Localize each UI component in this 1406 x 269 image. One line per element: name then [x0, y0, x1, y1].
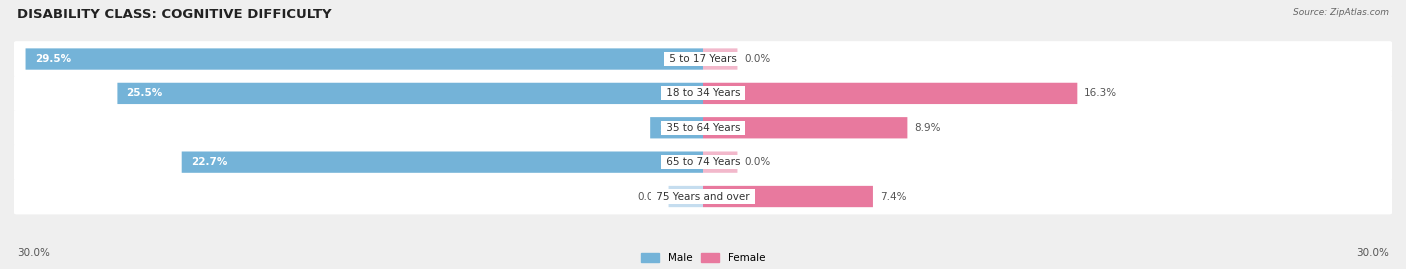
Text: 0.0%: 0.0% — [638, 192, 664, 201]
FancyBboxPatch shape — [13, 179, 1393, 214]
Text: 35 to 64 Years: 35 to 64 Years — [662, 123, 744, 133]
FancyBboxPatch shape — [181, 151, 703, 173]
FancyBboxPatch shape — [703, 117, 907, 139]
Text: 30.0%: 30.0% — [17, 248, 49, 258]
FancyBboxPatch shape — [13, 110, 1393, 146]
FancyBboxPatch shape — [25, 48, 703, 70]
FancyBboxPatch shape — [13, 76, 1393, 111]
Text: 0.0%: 0.0% — [744, 157, 770, 167]
Text: 75 Years and over: 75 Years and over — [652, 192, 754, 201]
Text: 7.4%: 7.4% — [880, 192, 907, 201]
FancyBboxPatch shape — [703, 83, 1077, 104]
FancyBboxPatch shape — [703, 186, 873, 207]
FancyBboxPatch shape — [650, 117, 703, 139]
Text: 5 to 17 Years: 5 to 17 Years — [666, 54, 740, 64]
FancyBboxPatch shape — [117, 83, 703, 104]
FancyBboxPatch shape — [703, 48, 738, 70]
FancyBboxPatch shape — [669, 186, 703, 207]
Text: 25.5%: 25.5% — [127, 89, 163, 98]
Text: 0.0%: 0.0% — [744, 54, 770, 64]
FancyBboxPatch shape — [13, 144, 1393, 180]
Text: 16.3%: 16.3% — [1084, 89, 1118, 98]
Text: 30.0%: 30.0% — [1357, 248, 1389, 258]
Text: 18 to 34 Years: 18 to 34 Years — [662, 89, 744, 98]
Legend: Male, Female: Male, Female — [637, 249, 769, 267]
Text: 2.3%: 2.3% — [659, 123, 689, 133]
Text: Source: ZipAtlas.com: Source: ZipAtlas.com — [1294, 8, 1389, 17]
Text: DISABILITY CLASS: COGNITIVE DIFFICULTY: DISABILITY CLASS: COGNITIVE DIFFICULTY — [17, 8, 332, 21]
Text: 22.7%: 22.7% — [191, 157, 228, 167]
FancyBboxPatch shape — [13, 41, 1393, 77]
FancyBboxPatch shape — [703, 151, 738, 173]
Text: 29.5%: 29.5% — [35, 54, 70, 64]
Text: 65 to 74 Years: 65 to 74 Years — [662, 157, 744, 167]
Text: 8.9%: 8.9% — [914, 123, 941, 133]
